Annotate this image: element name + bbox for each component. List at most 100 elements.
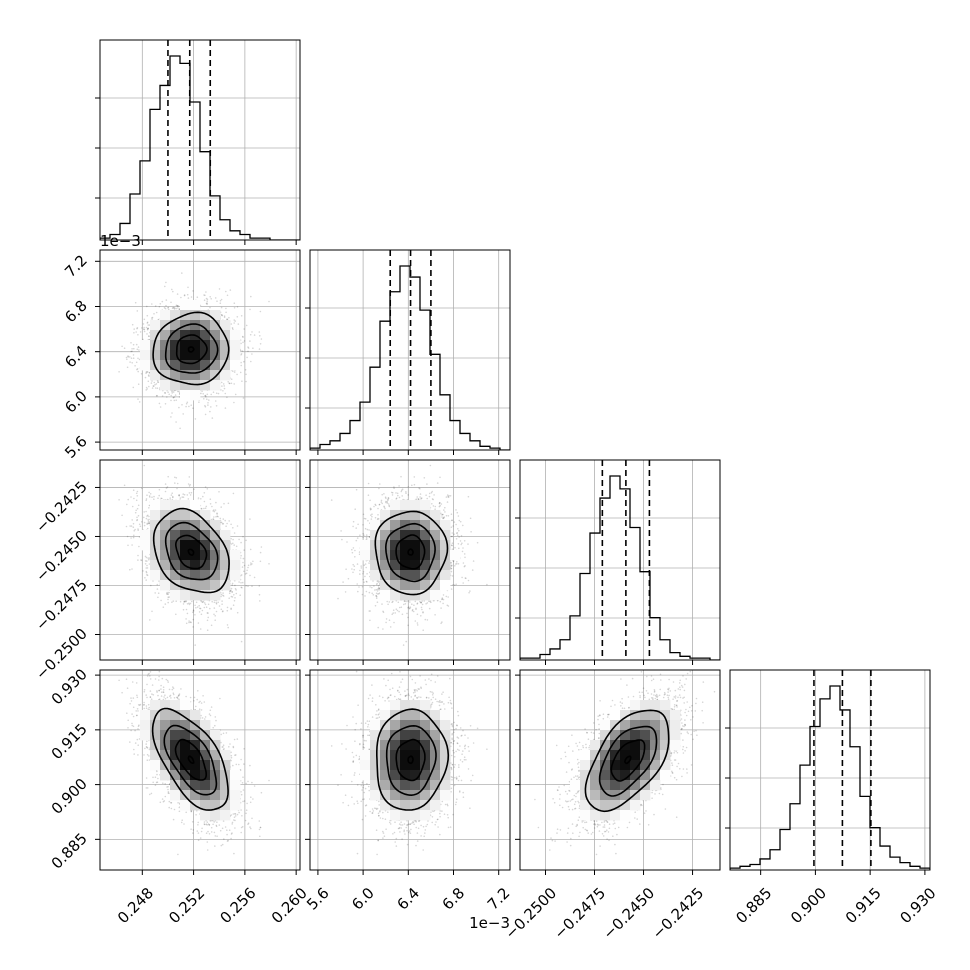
sample-point — [170, 301, 172, 304]
contour-line — [164, 323, 219, 374]
sample-point — [159, 406, 162, 408]
sample-point — [233, 371, 236, 373]
density-cell — [190, 360, 201, 371]
sample-point — [156, 387, 159, 390]
sample-point — [241, 380, 243, 383]
sample-point — [167, 598, 169, 601]
sample-point — [172, 391, 175, 393]
sample-point — [187, 297, 190, 299]
contours-p0-p1 — [152, 311, 230, 386]
contour-line — [175, 334, 208, 365]
sample-point — [228, 382, 231, 385]
sample-point — [216, 300, 218, 303]
sample-point — [143, 318, 146, 321]
sample-point — [204, 413, 207, 416]
sample-point — [175, 421, 177, 423]
sample-point — [145, 326, 148, 329]
sample-point — [253, 334, 256, 336]
sample-point — [190, 404, 192, 407]
sample-point — [157, 381, 159, 383]
sample-point — [142, 338, 144, 341]
sample-point — [260, 338, 263, 340]
sample-point — [233, 383, 235, 385]
sample-point — [204, 406, 207, 408]
panel-content — [100, 40, 300, 240]
density-cell — [230, 360, 241, 371]
panels-layer: 5.66.06.46.87.2−0.2500−0.2475−0.2450−0.2… — [32, 39, 940, 943]
sample-point — [203, 398, 205, 400]
sample-point — [130, 525, 133, 527]
density-cell — [200, 380, 211, 391]
sample-point — [165, 299, 168, 301]
sample-point — [136, 327, 138, 330]
sample-point — [176, 304, 179, 307]
density-cell — [210, 360, 221, 371]
sample-point — [132, 522, 135, 525]
density-cell — [210, 380, 221, 391]
sample-point — [151, 303, 153, 305]
sample-point — [240, 353, 243, 355]
sample-point — [212, 391, 215, 394]
sample-point — [211, 417, 214, 419]
sample-point — [157, 318, 160, 321]
sample-point — [131, 362, 133, 364]
y-tick-label: 7.2 — [61, 251, 91, 281]
sample-point — [154, 383, 156, 386]
sample-point — [146, 388, 148, 390]
sample-point — [146, 321, 149, 324]
sample-point — [161, 300, 164, 303]
sample-point — [145, 371, 148, 373]
sample-point — [164, 403, 167, 405]
sample-point — [164, 391, 166, 394]
sample-point — [240, 315, 243, 317]
density-cell — [170, 360, 181, 371]
sample-point — [206, 398, 208, 401]
sample-point — [229, 289, 232, 291]
density-cell — [160, 360, 171, 371]
sample-point — [146, 314, 149, 317]
sample-point — [175, 399, 177, 402]
sample-point — [163, 306, 166, 309]
density-cell — [180, 340, 191, 351]
sample-point — [258, 348, 261, 350]
sample-point — [164, 285, 166, 288]
density-cell — [180, 370, 191, 381]
sample-point — [173, 306, 175, 309]
sample-point — [140, 559, 142, 561]
sample-point — [201, 390, 203, 393]
sample-point — [167, 601, 169, 604]
sample-point — [247, 347, 250, 349]
sample-point — [203, 294, 205, 296]
sample-point — [204, 294, 206, 297]
density-cell — [140, 360, 151, 371]
density-cell — [210, 310, 221, 321]
sample-point — [173, 399, 176, 402]
sample-point — [175, 600, 177, 602]
sample-point — [230, 589, 232, 592]
sample-point — [143, 328, 145, 330]
sample-point — [244, 369, 247, 371]
sample-point — [237, 323, 240, 325]
density-cell — [170, 330, 181, 341]
panel-2-0: −0.2500−0.2475−0.2450−0.2425 — [32, 459, 301, 683]
sample-point — [175, 304, 178, 307]
density-cell — [180, 350, 191, 361]
sample-point — [250, 563, 252, 566]
sample-point — [222, 383, 225, 385]
sample-point — [226, 396, 228, 399]
sample-point — [142, 323, 145, 325]
sample-point — [133, 332, 135, 334]
density-cell — [200, 370, 211, 381]
sample-point — [223, 387, 226, 390]
sample-point — [240, 354, 242, 356]
sample-point — [220, 608, 223, 611]
sample-point — [243, 360, 245, 363]
sample-point — [173, 308, 176, 310]
sample-point — [207, 404, 209, 406]
sample-point — [136, 507, 139, 510]
sample-point — [243, 340, 246, 342]
sample-point — [209, 410, 211, 413]
sample-point — [135, 331, 137, 333]
sample-point — [218, 288, 221, 290]
sample-point — [161, 395, 164, 397]
